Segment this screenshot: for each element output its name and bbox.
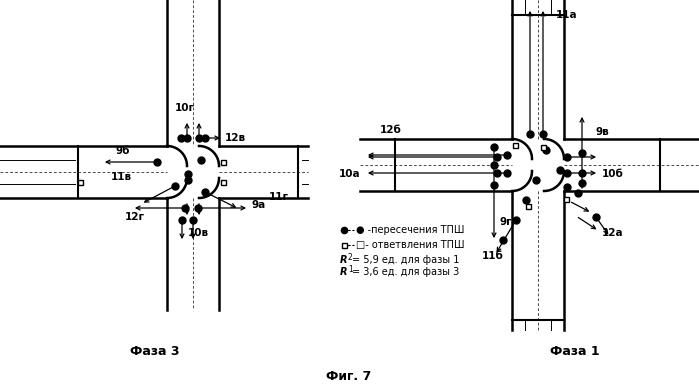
Text: 10г: 10г (175, 103, 195, 113)
Text: 12г: 12г (125, 212, 145, 222)
Text: 11г: 11г (269, 192, 289, 202)
Text: 10б: 10б (602, 169, 624, 179)
Bar (220, 179, 226, 185)
Text: 1: 1 (348, 264, 353, 273)
Bar (526, 203, 531, 208)
Text: 11б: 11б (482, 251, 504, 261)
Text: Фиг. 7: Фиг. 7 (326, 370, 372, 383)
Text: R: R (340, 255, 347, 265)
Text: 9а: 9а (251, 200, 265, 210)
Text: ● -пересечения ТПШ: ● -пересечения ТПШ (356, 225, 464, 235)
Text: 9в: 9в (596, 127, 610, 137)
Text: 9г: 9г (500, 217, 512, 227)
Bar (512, 142, 517, 147)
Text: 12а: 12а (602, 228, 624, 238)
Bar (78, 179, 82, 185)
Bar (563, 197, 568, 201)
Text: = 5,9 ед. для фазы 1: = 5,9 ед. для фазы 1 (352, 255, 459, 265)
Text: 12в: 12в (225, 133, 246, 143)
Text: 9б: 9б (116, 146, 130, 156)
Text: Фаза 1: Фаза 1 (550, 345, 600, 358)
Text: = 3,6 ед. для фазы 3: = 3,6 ед. для фазы 3 (352, 267, 459, 277)
Bar (342, 242, 347, 248)
Text: R: R (340, 267, 347, 277)
Text: 10в: 10в (187, 228, 208, 238)
Text: 2: 2 (348, 253, 353, 262)
Bar (540, 145, 545, 149)
Text: 10а: 10а (338, 169, 360, 179)
Text: 12б: 12б (380, 125, 402, 135)
Text: Фаза 3: Фаза 3 (130, 345, 180, 358)
Text: □- ответвления ТПШ: □- ответвления ТПШ (356, 240, 465, 250)
Text: 11а: 11а (556, 10, 577, 20)
Bar (220, 160, 226, 165)
Text: 11в: 11в (111, 172, 132, 182)
